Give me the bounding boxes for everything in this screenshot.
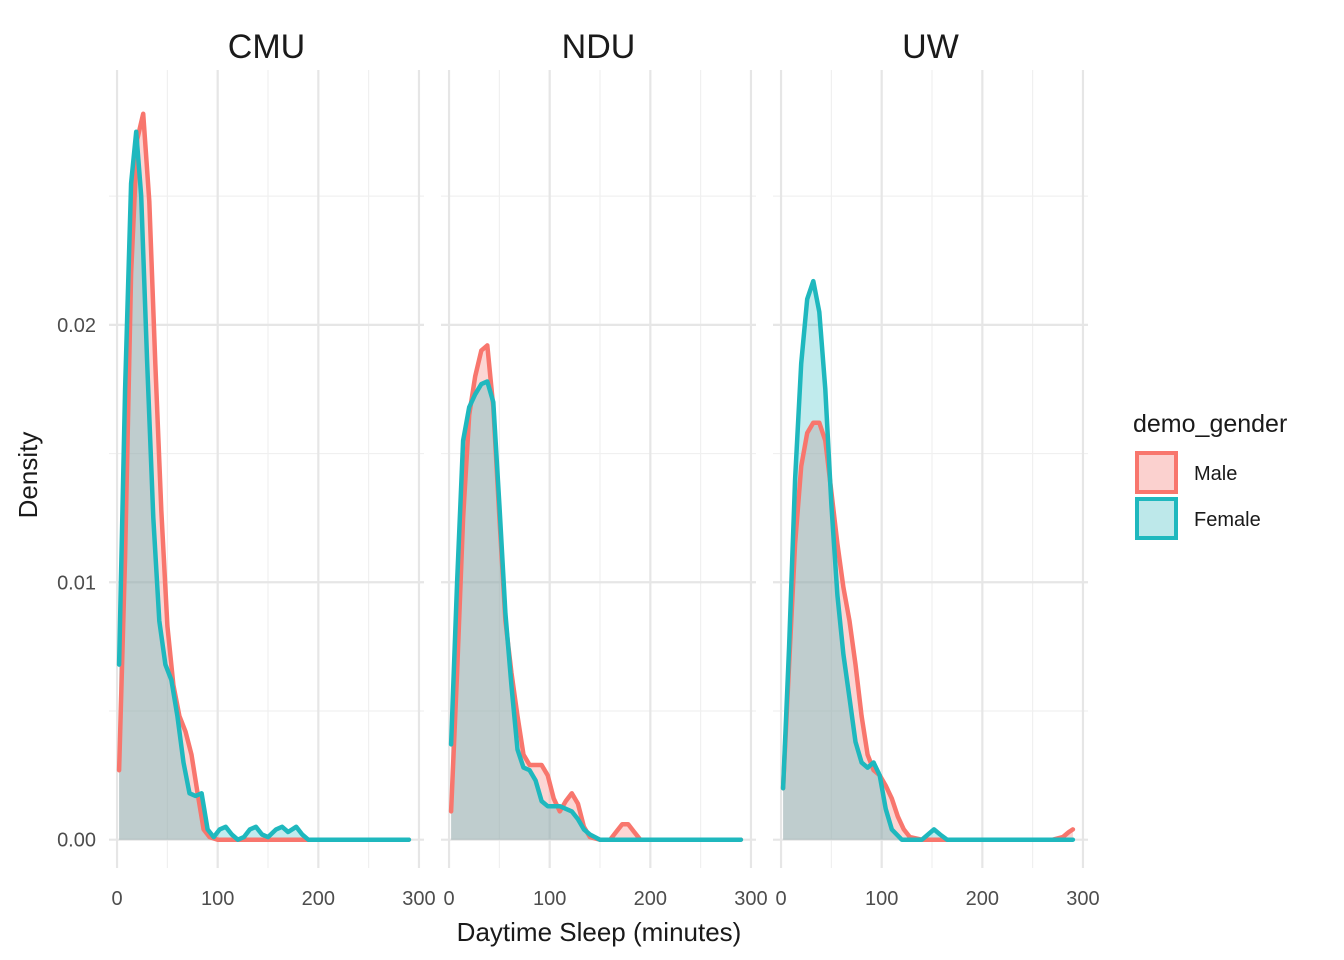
panel-uw: UW 0 100 200 300 — [773, 28, 1100, 910]
x-axis-title: Daytime Sleep (minutes) — [457, 917, 742, 947]
x-tick-label: 100 — [865, 888, 898, 910]
legend-swatch-female — [1135, 497, 1178, 540]
density-area-uw-female — [783, 281, 1073, 840]
facet-label-ndu: NDU — [562, 28, 636, 66]
y-axis-title: Density — [13, 432, 43, 519]
density-area-ndu-female — [451, 381, 741, 840]
density-line-ndu-female — [448, 379, 744, 842]
density-line-ndu-male — [448, 343, 744, 842]
x-tick-label: 200 — [634, 888, 667, 910]
x-tick-label: 300 — [734, 888, 767, 910]
x-tick-label: 100 — [201, 888, 234, 910]
density-fills-uw — [783, 281, 1073, 840]
x-tick-label: 100 — [533, 888, 566, 910]
x-tick-label: 200 — [966, 888, 999, 910]
x-tick-label: 200 — [302, 888, 335, 910]
density-lines-cmu — [116, 111, 412, 842]
facet-label-cmu: CMU — [228, 28, 305, 66]
density-area-ndu-male — [451, 345, 741, 840]
x-tick-label: 0 — [775, 888, 786, 910]
y-tick-label: 0.00 — [57, 830, 96, 852]
panel-cmu: CMU 0 100 200 300 — [109, 28, 436, 910]
x-tick-label: 300 — [402, 888, 435, 910]
legend-label-female: Female — [1194, 509, 1261, 531]
density-line-cmu-male — [116, 111, 412, 842]
facet-panels: CMU 0 100 200 300 NDU 0 100 200 300 UW 0 100 200 300 0.… — [57, 28, 1100, 910]
density-fills-ndu — [451, 345, 741, 840]
x-tick-label: 300 — [1066, 888, 1099, 910]
density-line-cmu-female — [116, 129, 412, 842]
density-area-cmu-female — [119, 131, 409, 840]
density-fills-cmu — [119, 113, 409, 840]
legend: demo_gender Male Female — [1133, 410, 1287, 540]
facet-label-uw: UW — [902, 28, 959, 66]
x-tick-label: 0 — [111, 888, 122, 910]
density-lines-ndu — [448, 343, 744, 842]
legend-title: demo_gender — [1133, 410, 1287, 438]
density-lines-uw — [780, 278, 1076, 842]
y-tick-label: 0.01 — [57, 572, 96, 594]
density-line-uw-female — [780, 278, 1076, 842]
x-tick-label: 0 — [443, 888, 454, 910]
legend-swatch-male — [1135, 451, 1178, 494]
legend-label-male: Male — [1194, 463, 1237, 485]
y-tick-label: 0.02 — [57, 315, 96, 337]
panel-ndu: NDU 0 100 200 300 — [441, 28, 768, 910]
